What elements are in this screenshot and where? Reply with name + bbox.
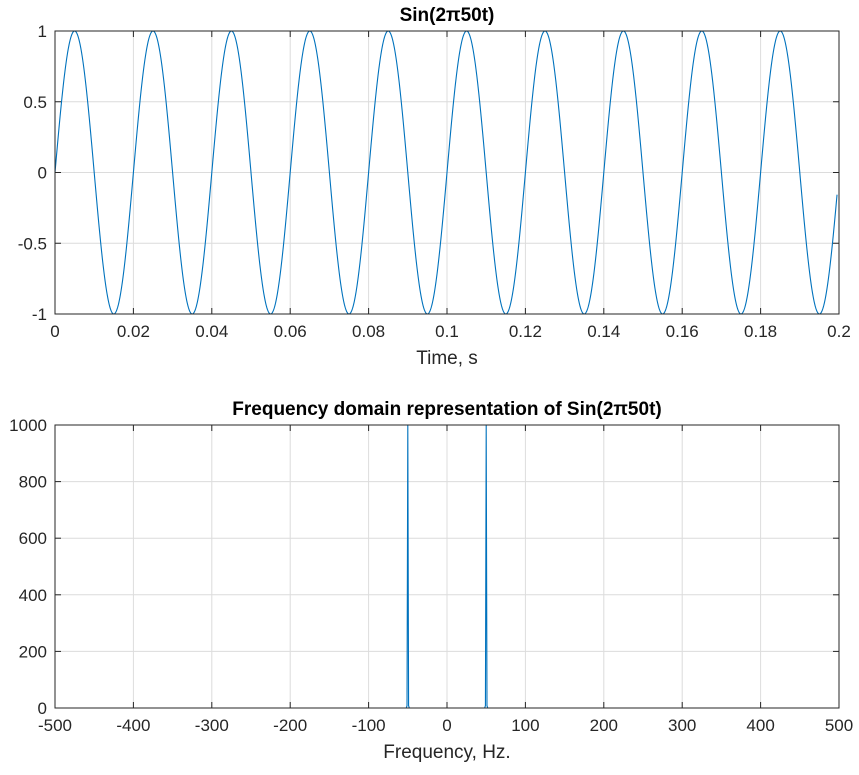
x-tick-label: 0.08 (352, 322, 385, 341)
x-tick-label: 100 (511, 716, 539, 735)
time-domain-axes: 0 0.02 0.04 0.06 0.08 0.1 0.12 0.14 0.16 0.18 0.2 -… (18, 5, 851, 369)
x-tick-label: 0.12 (509, 322, 542, 341)
x-axis-label: Frequency, Hz. (383, 742, 510, 763)
x-tick-label: 0.1 (435, 322, 459, 341)
frequency-domain-axes: -500 -400 -300 -200 -100 0 100 200 300 400 500 0 200… (9, 399, 853, 763)
x-tick-label: -200 (273, 716, 307, 735)
x-tick-label: 0 (50, 322, 59, 341)
x-tick-label: -300 (195, 716, 229, 735)
y-tick-label: 400 (19, 586, 47, 605)
x-axis-label: Time, s (416, 348, 478, 369)
x-tick-label: 0 (442, 716, 451, 735)
x-tick-label: -500 (38, 716, 72, 735)
chart-title: Frequency domain representation of Sin(2… (232, 399, 661, 420)
y-tick-label: 800 (19, 473, 47, 492)
y-tick-label: 0 (38, 699, 47, 718)
y-tick-label: -1 (32, 305, 47, 324)
x-tick-label: 0.2 (827, 322, 851, 341)
x-tick-label: 400 (746, 716, 774, 735)
y-tick-label: 1 (38, 22, 47, 41)
x-tick-label: 0.16 (666, 322, 699, 341)
x-tick-label: 500 (825, 716, 853, 735)
x-tick-label: 0.14 (587, 322, 620, 341)
y-tick-label: 1000 (9, 416, 47, 435)
x-tick-label: 0.02 (117, 322, 150, 341)
x-tick-label: -100 (352, 716, 386, 735)
x-tick-label: 0.04 (195, 322, 228, 341)
chart-title: Sin(2π50t) (400, 5, 495, 26)
x-tick-label: -400 (116, 716, 150, 735)
x-tick-label: 0.06 (274, 322, 307, 341)
y-tick-label: -0.5 (18, 234, 47, 253)
y-tick-label: 600 (19, 529, 47, 548)
y-tick-label: 0 (38, 164, 47, 183)
x-tick-label: 300 (668, 716, 696, 735)
y-tick-label: 200 (19, 642, 47, 661)
x-tick-label: 200 (590, 716, 618, 735)
series-line-0 (54, 30, 838, 315)
y-tick-label: 0.5 (23, 93, 47, 112)
x-tick-label: 0.18 (744, 322, 777, 341)
